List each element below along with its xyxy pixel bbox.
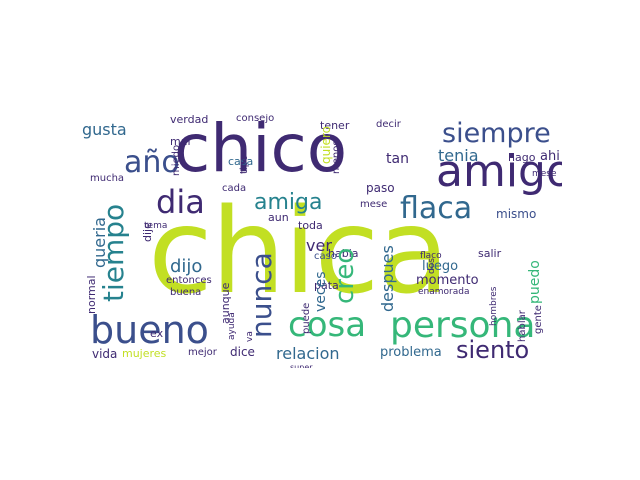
word-cosa: cosa [288, 305, 367, 345]
word-dije: dije [141, 222, 154, 242]
word-mismo: mismo [496, 207, 537, 221]
word-decir: decir [376, 119, 401, 130]
word-vida: vida [92, 347, 118, 361]
word-verdad: verdad [170, 114, 209, 126]
word-creo: creo [330, 247, 360, 304]
word-dijo: dijo [170, 256, 203, 277]
word-veces: veces [313, 271, 329, 312]
word-aun: aun [268, 211, 289, 224]
word-dia: dia [156, 183, 205, 221]
word-amiga: amiga [254, 190, 323, 215]
word-ano: año [124, 145, 180, 180]
word-caso: caso [314, 251, 337, 262]
word-siento: siento [456, 336, 530, 364]
word-chica: chica [148, 182, 450, 320]
word-amigo: amigo [436, 146, 562, 197]
word-salir: salir [478, 247, 502, 260]
word-hombres: hombres [489, 286, 499, 326]
word-dos: dos [427, 258, 437, 274]
word-momento: momento [416, 273, 479, 288]
word-cloud: chica chico amigo persona bueno siempre … [78, 114, 562, 368]
word-chico: chico [174, 114, 348, 187]
word-hablar: hablar [517, 310, 528, 342]
word-tipo: tipo [239, 154, 250, 174]
word-tenia: tenia [438, 146, 479, 165]
word-cada: cada [222, 183, 247, 194]
word-toda: toda [298, 219, 323, 232]
word-ver: ver [306, 236, 332, 255]
word-luego: luego [422, 259, 459, 274]
word-tema: tema [144, 221, 168, 231]
word-casa: casa [228, 155, 254, 168]
word-puedo: puedo [527, 260, 543, 304]
word-menos: menos [331, 140, 342, 174]
word-consejo: consejo [236, 114, 275, 124]
word-mucha: mucha [90, 173, 125, 184]
word-flaca: flaca [400, 191, 473, 226]
word-ex: ex [150, 327, 164, 340]
word-persona: persona [390, 305, 536, 346]
word-paso: paso [366, 181, 395, 195]
word-tan: tan [386, 151, 409, 167]
word-habia: habia [328, 247, 359, 260]
word-super: super [290, 363, 313, 369]
word-va: va [245, 331, 255, 342]
word-bueno: bueno [90, 308, 209, 352]
word-entonces: entonces [166, 275, 212, 286]
word-tener: tener [320, 119, 350, 132]
word-siempre: siempre [442, 118, 551, 149]
word-gusta: gusta [82, 120, 127, 139]
word-puede: puede [301, 302, 312, 334]
word-ayuda: ayuda [227, 312, 237, 340]
word-miedo: miedo [171, 144, 182, 176]
word-mal: mal [170, 135, 191, 148]
word-problema: problema [380, 345, 442, 360]
word-mujeres: mujeres [122, 347, 167, 360]
word-despues: despues [378, 245, 397, 312]
word-buena: buena [170, 287, 202, 298]
word-dice: dice [230, 345, 255, 359]
word-mese: mese [532, 169, 557, 179]
word-mejor: mejor [188, 347, 217, 358]
word-enamorada: enamorada [418, 287, 470, 297]
word-pata: pata [314, 279, 339, 292]
word-pasa: mese [360, 199, 388, 210]
word-hago: hago [508, 151, 536, 164]
word-normal: normal [85, 275, 98, 314]
word-gente: gente [533, 305, 544, 334]
word-ahi: ahi [540, 149, 560, 164]
word-nunca: nunca [245, 252, 278, 338]
word-relacion: relacion [276, 344, 340, 363]
word-queria: queria [90, 217, 109, 268]
word-flaco: flaco [420, 251, 442, 261]
